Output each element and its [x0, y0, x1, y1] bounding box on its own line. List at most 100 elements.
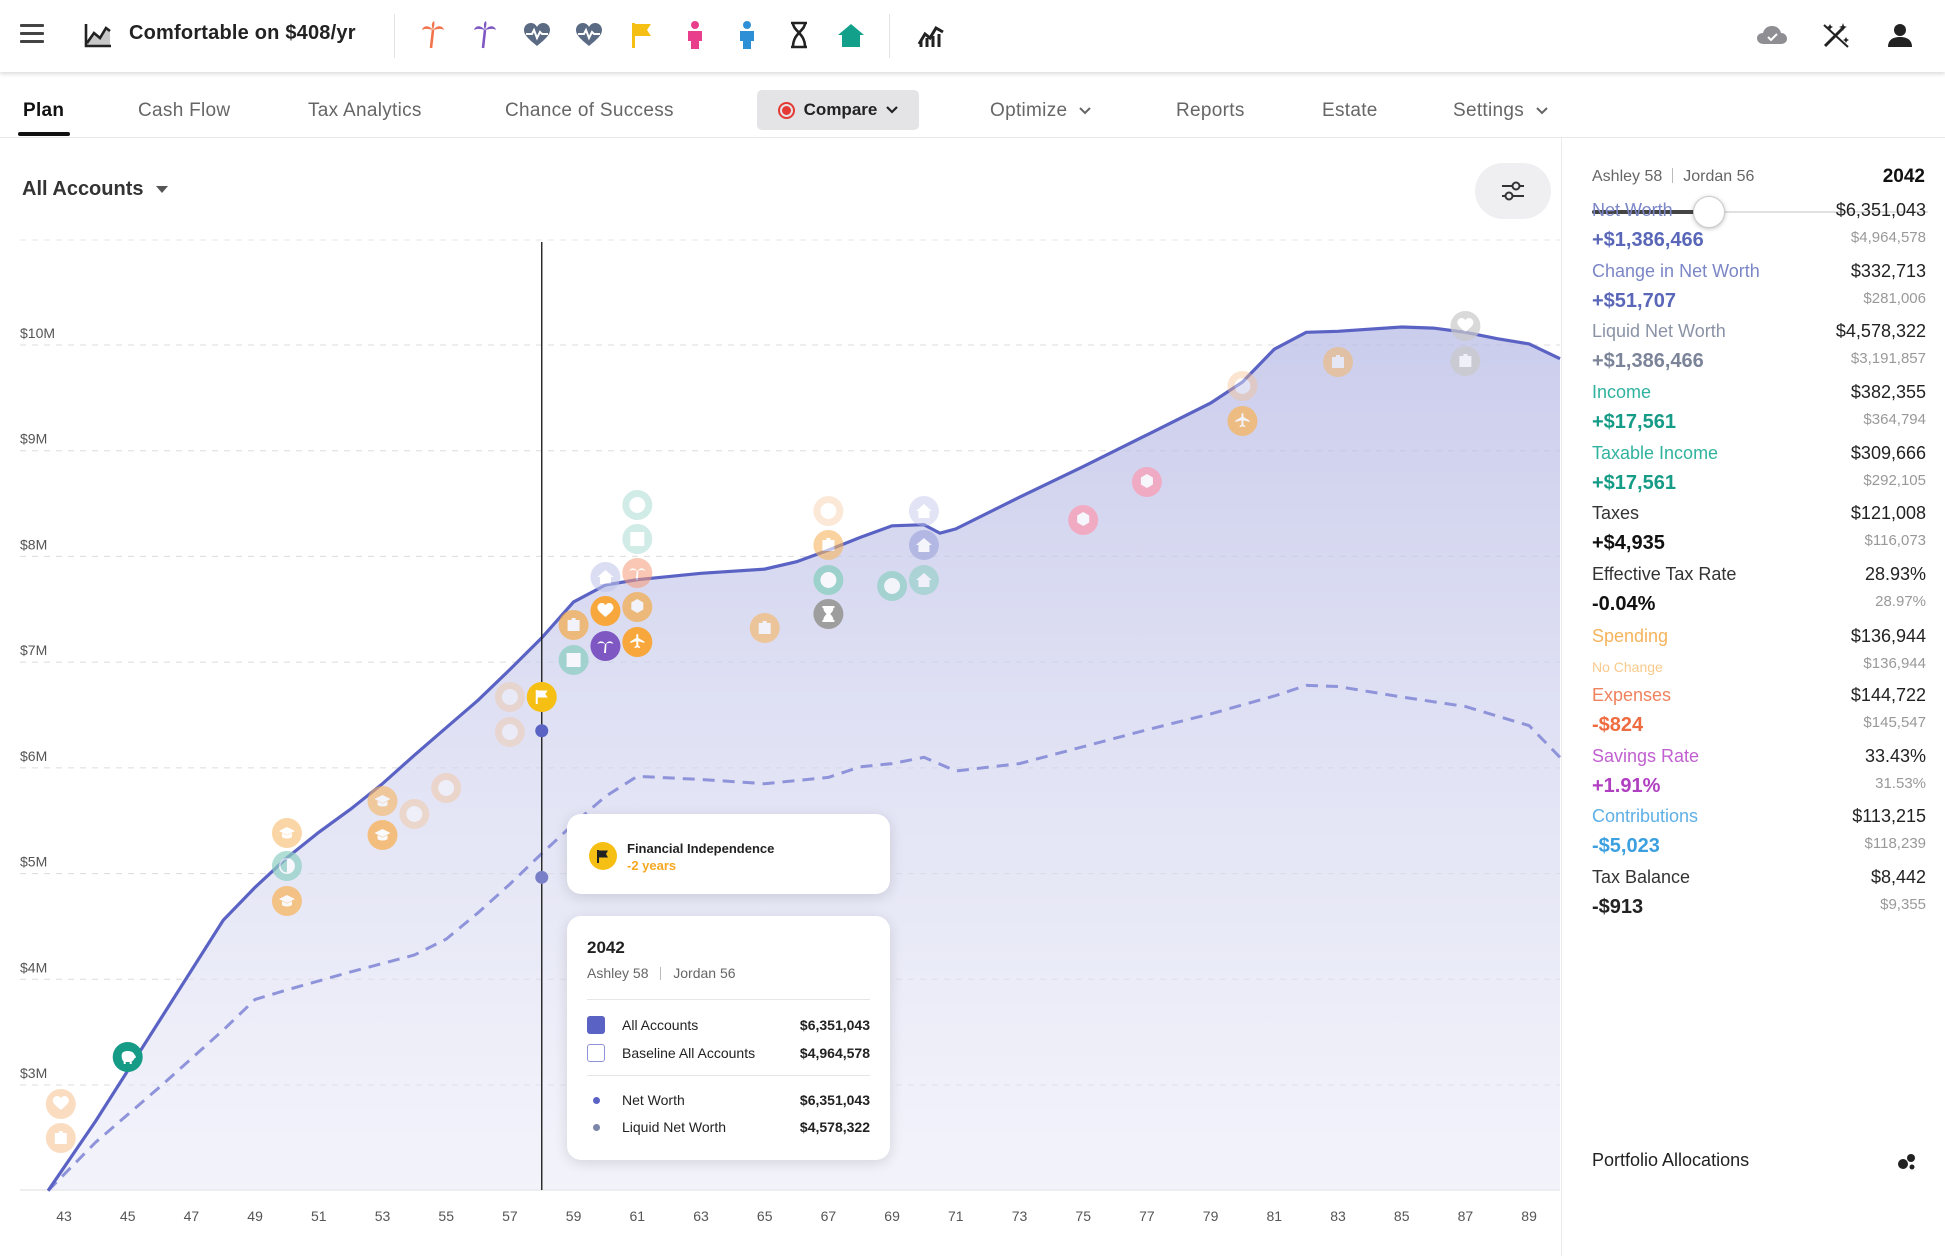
portfolio-allocations-label[interactable]: Portfolio Allocations [1592, 1150, 1750, 1170]
medical-event-icon[interactable] [558, 610, 589, 640]
x-tick-label: 81 [1267, 1208, 1283, 1224]
medical-event-icon[interactable] [749, 613, 780, 643]
flag-icon[interactable] [626, 18, 658, 52]
flag-icon [589, 842, 617, 870]
house-event-icon[interactable] [590, 562, 621, 592]
x-tick-label: 85 [1394, 1208, 1410, 1224]
event-marker-icon[interactable] [399, 799, 430, 829]
person-male-icon[interactable] [731, 18, 763, 52]
house-icon[interactable] [835, 18, 867, 52]
savings-event-icon[interactable] [112, 1042, 143, 1072]
hourglass-event-icon[interactable] [813, 599, 844, 629]
hourglass-icon[interactable] [783, 18, 815, 52]
health-event-icon[interactable] [590, 596, 621, 626]
tab-chance-of-success[interactable]: Chance of Success [505, 100, 674, 121]
metric-baseline: $4,964,578 [1850, 229, 1926, 246]
house-event-icon[interactable] [908, 530, 939, 560]
house-event-icon[interactable] [908, 565, 939, 595]
data-point-marker[interactable] [535, 724, 549, 738]
health-event-icon[interactable] [45, 1089, 76, 1119]
data-point-marker[interactable] [535, 870, 549, 884]
milestone-event-icon[interactable] [271, 851, 302, 881]
cloud-icon[interactable] [1756, 18, 1788, 52]
metric-delta: -$824 [1592, 714, 1644, 736]
event-marker-icon[interactable] [813, 496, 844, 526]
education-event-icon[interactable] [271, 818, 302, 848]
event-marker-icon[interactable] [1068, 505, 1099, 535]
education-event-icon[interactable] [367, 786, 398, 816]
event-marker-icon[interactable] [813, 565, 844, 595]
financial-independence-flag-icon[interactable] [526, 682, 557, 712]
x-tick-label: 61 [630, 1208, 646, 1224]
event-marker-icon[interactable] [622, 490, 653, 520]
menu-icon[interactable] [20, 24, 44, 44]
tab-reports[interactable]: Reports [1176, 100, 1245, 121]
medical-event-icon[interactable] [1450, 346, 1481, 376]
metric-row[interactable]: Spending No Change $136,944 $136,944 [1592, 626, 1926, 686]
tab-tax-analytics[interactable]: Tax Analytics [308, 100, 422, 121]
person-female-icon[interactable] [679, 18, 711, 52]
y-tick-label: $7M [20, 642, 47, 658]
analytics-chart-icon[interactable] [915, 18, 947, 52]
event-marker-icon[interactable] [1227, 371, 1258, 401]
metric-row[interactable]: Tax Balance -$913 $8,442 $9,355 [1592, 867, 1926, 927]
travel-event-icon[interactable] [622, 627, 653, 657]
event-marker-icon[interactable] [558, 645, 589, 675]
account-select[interactable]: All Accounts [22, 178, 168, 201]
health-heart-icon[interactable] [521, 18, 553, 52]
metric-row[interactable]: Liquid Net Worth +$1,386,466 $4,578,322 $3,… [1592, 321, 1926, 381]
health-event-icon[interactable] [1450, 311, 1481, 341]
x-tick-label: 79 [1203, 1208, 1219, 1224]
y-tick-label: $10M [20, 325, 55, 341]
metric-row[interactable]: Change in Net Worth +$51,707 $332,713 $281,… [1592, 261, 1926, 321]
event-marker-icon[interactable] [494, 682, 525, 712]
palm-tree-icon[interactable] [469, 18, 501, 52]
metric-row[interactable]: Savings Rate +1.91% 33.43% 31.53% [1592, 746, 1926, 806]
event-marker-icon[interactable] [877, 571, 908, 601]
event-marker-icon[interactable] [431, 773, 462, 803]
metric-row[interactable]: Income +$17,561 $382,355 $364,794 [1592, 382, 1926, 442]
metric-row[interactable]: Expenses -$824 $144,722 $145,547 [1592, 685, 1926, 745]
bubble-chart-icon[interactable] [1896, 1150, 1918, 1172]
medical-event-icon[interactable] [813, 530, 844, 560]
education-event-icon[interactable] [367, 820, 398, 850]
metric-row[interactable]: Taxable Income +$17,561 $309,666 $292,105 [1592, 443, 1926, 503]
account-icon[interactable] [1884, 18, 1916, 52]
event-marker-icon[interactable] [1131, 467, 1162, 497]
metric-row[interactable]: Contributions -$5,023 $113,215 $118,239 [1592, 806, 1926, 866]
travel-event-icon[interactable] [1227, 406, 1258, 436]
year-slider-thumb[interactable] [1693, 196, 1725, 228]
metric-label: Tax Balance [1592, 867, 1691, 887]
tab-plan[interactable]: Plan [23, 100, 65, 121]
health-heart-icon[interactable] [573, 18, 605, 52]
metric-row[interactable]: Net Worth +$1,386,466 $6,351,043 $4,964,578 [1592, 200, 1926, 260]
medical-event-icon[interactable] [1323, 347, 1353, 377]
education-event-icon[interactable] [271, 886, 302, 916]
tab-settings[interactable]: Settings [1453, 100, 1548, 122]
event-marker-icon[interactable] [622, 592, 653, 622]
magic-wand-icon[interactable] [1820, 18, 1852, 52]
medical-event-icon[interactable] [45, 1123, 76, 1153]
event-marker-icon[interactable] [494, 717, 525, 747]
metric-value: $136,944 [1850, 626, 1926, 646]
metric-row[interactable]: Effective Tax Rate -0.04% 28.93% 28.97% [1592, 564, 1926, 624]
metric-delta: -$913 [1592, 896, 1644, 918]
tab-cash-flow[interactable]: Cash Flow [138, 100, 231, 121]
chart-filter-button[interactable] [1475, 163, 1551, 219]
toolbar-divider [889, 14, 890, 58]
metric-row[interactable]: Taxes +$4,935 $121,008 $116,073 [1592, 503, 1926, 563]
retirement-event-icon[interactable] [590, 631, 621, 661]
year-slider-track[interactable] [1592, 211, 1928, 213]
y-tick-label: $4M [20, 959, 47, 975]
tab-optimize[interactable]: Optimize [990, 100, 1091, 122]
compare-button[interactable]: Compare [757, 90, 919, 130]
metric-baseline: 31.53% [1875, 775, 1926, 792]
top-app-bar: Comfortable on $408/yr [0, 0, 1945, 72]
tab-estate[interactable]: Estate [1322, 100, 1378, 121]
travel-event-icon[interactable] [622, 558, 653, 588]
tooltip-row-label: Liquid Net Worth [622, 1119, 727, 1135]
event-marker-icon[interactable] [622, 524, 653, 554]
chevron-down-icon [886, 106, 899, 114]
palm-tree-icon[interactable] [417, 18, 449, 52]
house-event-icon[interactable] [908, 496, 939, 526]
